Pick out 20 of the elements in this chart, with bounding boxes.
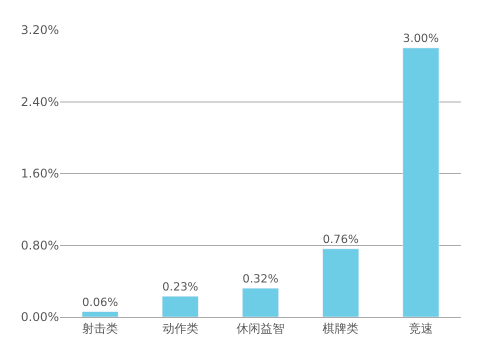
data-label: 0.32% (242, 271, 279, 286)
bar (322, 248, 359, 317)
x-tick-label: 动作类 (162, 321, 198, 336)
bar (402, 48, 440, 317)
y-tick-label: 3.20% (20, 23, 59, 38)
x-tick-label: 休闲益智 (236, 321, 284, 336)
bar (242, 288, 279, 317)
x-tick-label: 射击类 (82, 321, 118, 336)
y-tick-label: 0.80% (20, 238, 59, 252)
data-label: 0.76% (322, 232, 359, 246)
y-tick-label: 2.40% (20, 94, 59, 109)
data-label: 0.06% (82, 294, 118, 309)
data-label: 3.00% (402, 31, 440, 46)
x-tick-label: 棋牌类 (322, 321, 359, 336)
x-tick-label: 竞速 (408, 321, 433, 336)
bar (162, 296, 199, 317)
y-tick-label: 0.00% (20, 310, 59, 324)
data-label: 0.23% (162, 280, 199, 294)
bar (82, 311, 118, 317)
y-tick-label: 1.60% (20, 166, 59, 181)
